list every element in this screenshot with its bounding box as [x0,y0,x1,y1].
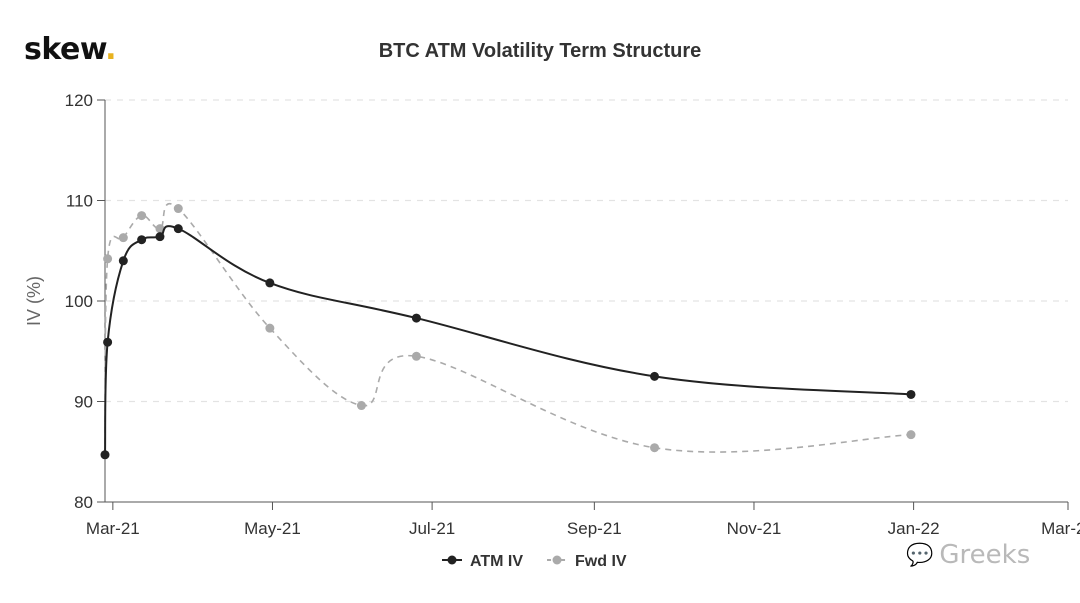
data-point-atm-iv [650,371,660,381]
data-point-fwd-iv [137,211,147,221]
data-point-atm-iv [118,256,128,266]
data-point-atm-iv [103,337,113,347]
data-point-fwd-iv [103,254,113,264]
data-point-fwd-iv [356,401,366,411]
legend-marker-fwd-iv [552,555,562,565]
x-tick-label: Jul-21 [409,519,455,538]
x-tick-label: Mar-22 [1041,519,1080,538]
wechat-icon: 💬 [906,542,934,568]
y-tick-label: 90 [74,393,93,412]
x-tick-label: Mar-21 [86,519,140,538]
legend-marker-atm-iv [447,555,457,565]
skew-logo: skew. [24,32,117,67]
x-tick-label: Jan-22 [888,519,940,538]
y-tick-label: 110 [66,192,93,211]
data-point-atm-iv [155,232,165,242]
logo-dot: . [105,32,117,67]
x-tick-label: Nov-21 [727,519,782,538]
x-tick-label: May-21 [244,519,301,538]
data-point-atm-iv [906,389,916,399]
y-tick-label: 80 [74,493,93,512]
legend-label-fwd-iv: Fwd IV [575,553,627,570]
data-point-fwd-iv [155,224,165,234]
data-point-atm-iv [173,224,183,234]
y-tick-label: 120 [65,91,93,110]
chart-title: BTC ATM Volatility Term Structure [378,40,702,62]
y-tick-label: 100 [65,292,93,311]
data-point-fwd-iv [173,204,183,214]
series-line-atm-iv [104,225,912,455]
data-point-atm-iv [100,450,110,460]
data-point-atm-iv [265,278,275,288]
y-axis-label: IV (%) [24,276,44,326]
data-point-fwd-iv [265,323,275,333]
data-point-atm-iv [137,235,147,245]
series-line-fwd-iv [104,202,912,455]
data-point-fwd-iv [906,430,916,440]
data-point-fwd-iv [118,233,128,243]
watermark-text: Greeks [939,540,1031,570]
watermark: 💬 Greeks [906,540,1030,570]
data-point-fwd-iv [650,443,660,453]
data-point-atm-iv [411,313,421,323]
data-point-fwd-iv [411,351,421,361]
logo-text: skew [24,32,106,67]
x-tick-label: Sep-21 [567,519,622,538]
legend-label-atm-iv: ATM IV [470,553,523,570]
